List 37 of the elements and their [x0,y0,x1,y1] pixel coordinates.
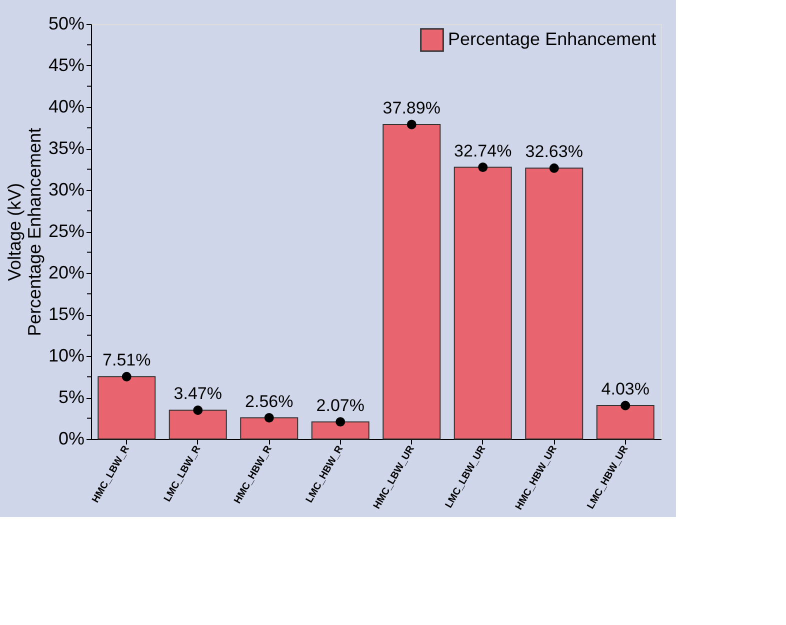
y-tick-label: 30% [48,180,84,200]
data-label: 32.74% [454,141,512,160]
bar [596,405,654,440]
data-label: 3.47% [174,384,222,404]
y-tick-label: 40% [48,96,84,116]
point [193,405,203,415]
point [478,162,488,172]
y-tick-label: 35% [48,138,84,158]
data-label: 2.07% [316,396,364,415]
bar [454,166,512,440]
y-tick-label: 5% [58,387,84,407]
y-axis-title: Voltage (kV) Percentage Enhancement [4,128,44,336]
bar [168,410,227,440]
point [406,120,416,130]
legend-label: Percentage Enhancement [448,29,656,49]
bar [240,417,298,440]
bar [382,124,441,440]
data-label: 37.89% [382,98,440,118]
y-tick-label: 0% [58,428,84,448]
data-label: 32.63% [525,142,583,162]
point [620,400,630,410]
y-tick-label: 25% [48,221,84,241]
point [549,163,559,173]
bar [525,168,584,440]
bar [311,421,370,440]
y-tick-label: 20% [48,262,84,282]
y-tick-label: 45% [48,55,84,75]
point [336,417,346,427]
bar [98,376,156,440]
y-tick-label: 15% [48,304,84,324]
point [122,372,132,382]
y-tick-label: 10% [48,346,84,366]
data-label: 2.56% [245,392,294,411]
data-label: 7.51% [102,350,151,370]
point [264,413,274,422]
data-label: 4.03% [601,380,650,399]
y-tick-label: 50% [48,14,84,34]
